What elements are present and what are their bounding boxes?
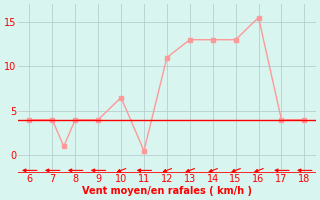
X-axis label: Vent moyen/en rafales ( km/h ): Vent moyen/en rafales ( km/h ) [82, 186, 252, 196]
